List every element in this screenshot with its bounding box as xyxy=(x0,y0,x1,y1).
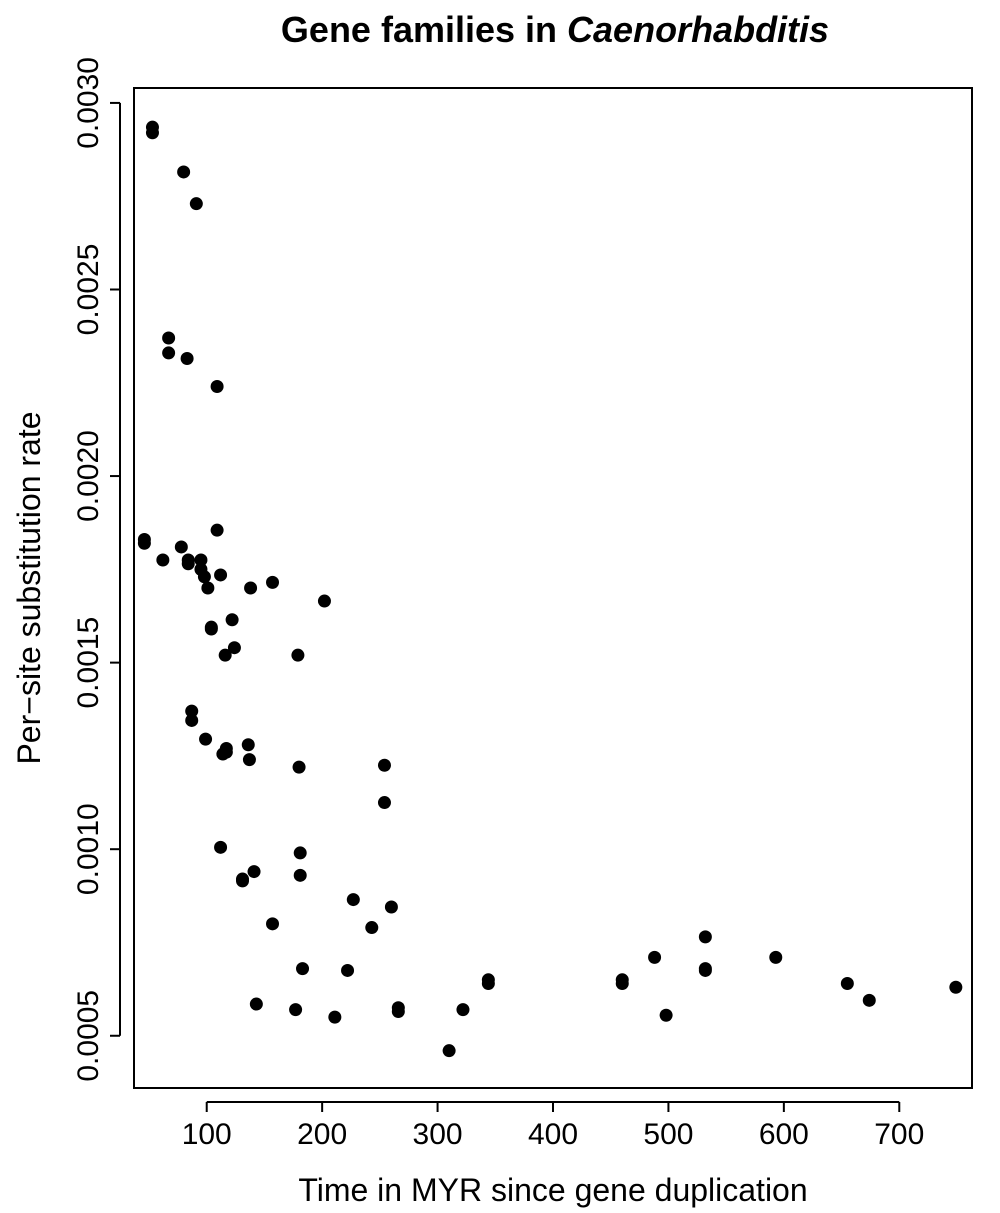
data-point xyxy=(296,962,310,976)
data-point xyxy=(194,553,208,567)
data-point xyxy=(456,1003,470,1017)
data-point xyxy=(216,747,230,761)
y-tick-label: 0.0025 xyxy=(72,244,105,336)
data-point xyxy=(247,865,261,879)
data-point xyxy=(162,346,176,360)
data-point xyxy=(156,553,170,567)
x-axis-label: Time in MYR since gene duplication xyxy=(298,1172,807,1208)
data-point xyxy=(181,557,195,571)
data-point xyxy=(201,581,215,595)
chart-title-genus: Caenorhabditis xyxy=(567,9,829,50)
y-tick-label: 0.0015 xyxy=(72,617,105,709)
data-point xyxy=(225,613,239,627)
data-point xyxy=(236,874,250,888)
data-point xyxy=(210,380,224,394)
data-point xyxy=(293,868,307,882)
data-point xyxy=(177,165,191,179)
data-point xyxy=(293,846,307,860)
data-point xyxy=(137,536,151,550)
data-point xyxy=(377,796,391,810)
data-point xyxy=(648,950,662,964)
y-tick-label: 0.0010 xyxy=(72,803,105,895)
data-point xyxy=(214,568,228,582)
data-point xyxy=(481,977,495,991)
y-tick-label: 0.0020 xyxy=(72,430,105,522)
data-point xyxy=(659,1008,673,1022)
x-tick-label: 300 xyxy=(413,1118,463,1151)
data-point xyxy=(698,930,712,944)
data-point xyxy=(218,648,232,662)
data-point xyxy=(341,963,355,977)
data-point xyxy=(189,197,203,211)
x-tick-label: 400 xyxy=(528,1118,578,1151)
data-point xyxy=(346,893,360,907)
data-point xyxy=(197,570,211,584)
x-tick-label: 100 xyxy=(182,1118,232,1151)
y-tick-label: 0.0030 xyxy=(72,57,105,149)
data-point xyxy=(384,900,398,914)
data-point xyxy=(291,648,305,662)
y-tick-label: 0.0005 xyxy=(72,990,105,1082)
data-point xyxy=(769,950,783,964)
data-point xyxy=(698,963,712,977)
plot-area-frame xyxy=(133,87,973,1089)
data-point xyxy=(266,917,280,931)
data-point xyxy=(949,980,963,994)
data-point xyxy=(210,523,224,537)
data-point xyxy=(204,622,218,636)
data-point xyxy=(145,126,159,140)
data-point xyxy=(199,732,213,746)
data-point xyxy=(442,1044,456,1058)
y-axis: 0.0005 0.0010 0.0015 0.0020 0.0025 0.0030 xyxy=(72,57,121,1082)
x-axis: 100 200 300 400 500 600 700 xyxy=(182,1101,924,1151)
data-point xyxy=(615,977,629,991)
chart-title: Gene families in Caenorhabditis xyxy=(281,9,829,50)
data-point xyxy=(242,753,256,767)
y-axis-label: Per−site substitution rate xyxy=(11,411,47,764)
data-point xyxy=(391,1005,405,1019)
data-point xyxy=(365,921,379,935)
data-point xyxy=(162,331,176,345)
data-point xyxy=(840,977,854,991)
data-point xyxy=(377,758,391,772)
data-points xyxy=(137,120,963,1058)
data-point xyxy=(227,641,241,655)
data-point xyxy=(249,997,263,1011)
data-point xyxy=(317,594,331,608)
data-point xyxy=(214,840,228,854)
data-point xyxy=(266,575,280,589)
x-tick-label: 500 xyxy=(643,1118,693,1151)
data-point xyxy=(174,540,188,554)
x-tick-label: 600 xyxy=(759,1118,809,1151)
data-point xyxy=(862,993,876,1007)
x-tick-label: 700 xyxy=(874,1118,924,1151)
data-point xyxy=(244,581,258,595)
data-point xyxy=(328,1010,342,1024)
x-tick-label: 200 xyxy=(297,1118,347,1151)
data-point xyxy=(185,704,199,718)
data-point xyxy=(241,738,255,752)
data-point xyxy=(180,352,194,366)
data-point xyxy=(292,760,306,774)
data-point xyxy=(185,713,199,727)
chart-title-text: Gene families in xyxy=(281,9,567,50)
data-point xyxy=(289,1003,303,1017)
